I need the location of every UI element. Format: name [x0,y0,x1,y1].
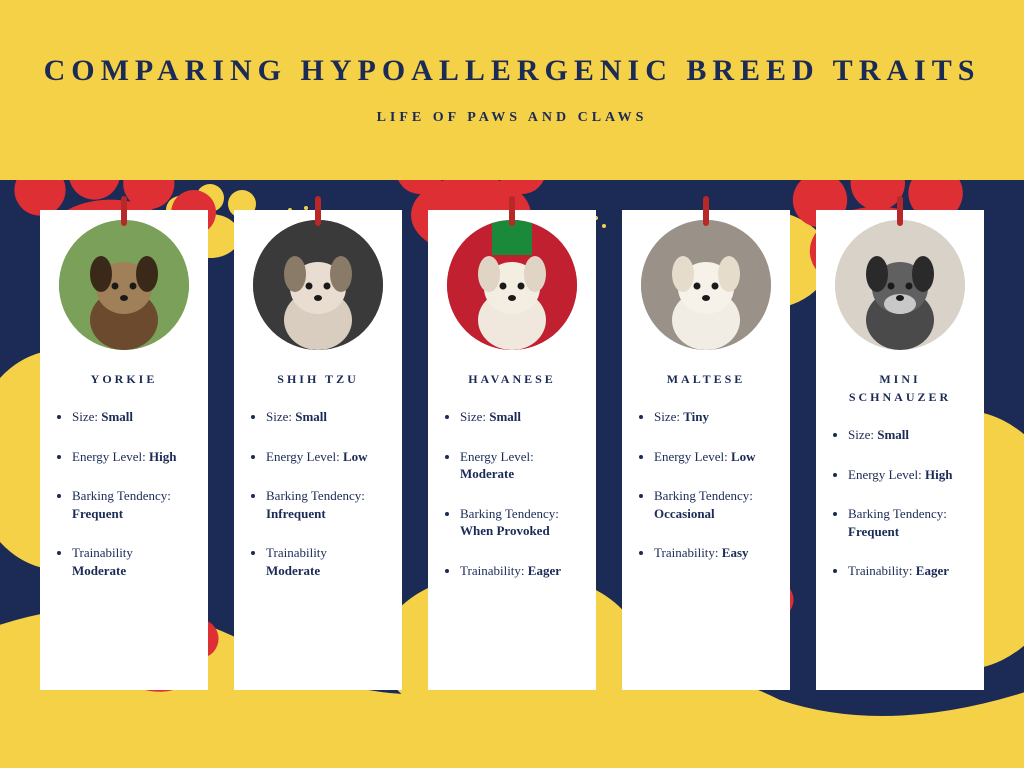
trait-list: Size: Small Energy Level: High Barking Ten… [830,426,970,580]
trait-value: Eager [528,563,561,578]
trait-item: Size: Small [72,408,194,426]
trait-label: Trainability [72,545,133,560]
trait-value: Small [489,409,521,424]
footer-band [0,720,1024,768]
trait-value: Small [295,409,327,424]
trait-item: Size: Small [266,408,388,426]
trait-value: Moderate [460,466,514,481]
trait-value: Infrequent [266,506,326,521]
trait-label: Size: [460,409,489,424]
trait-value: Low [731,449,756,464]
trait-item: Barking Tendency: When Provoked [460,505,582,540]
trait-item: Energy Level: High [848,466,970,484]
trait-label: Barking Tendency: [266,488,365,503]
breed-name: MALTESE [636,370,776,388]
trait-label: Barking Tendency: [654,488,753,503]
breed-card: SHIH TZU Size: Small Energy Level: Low Bark… [234,210,402,690]
trait-list: Size: Tiny Energy Level: Low Barking Tende… [636,408,776,562]
trait-label: Energy Level: [654,449,731,464]
trait-label: Barking Tendency: [848,506,947,521]
trait-value: Occasional [654,506,715,521]
trait-value: Small [101,409,133,424]
trait-item: Trainability Moderate [266,544,388,579]
trait-label: Barking Tendency: [460,506,559,521]
card-pin [509,196,515,226]
trait-item: Trainability: Easy [654,544,776,562]
dog-image [447,220,577,350]
trait-item: Barking Tendency: Infrequent [266,487,388,522]
breed-card: MINI SCHNAUZER Size: Small Energy Level: H… [816,210,984,690]
dog-image [641,220,771,350]
trait-label: Size: [266,409,295,424]
trait-value: Low [343,449,368,464]
trait-value: Tiny [683,409,709,424]
trait-value: Frequent [848,524,899,539]
trait-label: Trainability [266,545,327,560]
trait-item: Size: Small [848,426,970,444]
trait-item: Energy Level: High [72,448,194,466]
trait-label: Energy Level: [848,467,925,482]
trait-label: Size: [72,409,101,424]
page-title: COMPARING HYPOALLERGENIC BREED TRAITS [44,54,981,88]
trait-value: Easy [722,545,749,560]
trait-label: Barking Tendency: [72,488,171,503]
page-subtitle: LIFE OF PAWS AND CLAWS [377,110,648,126]
trait-item: Energy Level: Low [266,448,388,466]
trait-label: Energy Level: [266,449,343,464]
trait-item: Trainability Moderate [72,544,194,579]
breed-name: YORKIE [54,370,194,388]
breed-card: YORKIE Size: Small Energy Level: High Barki… [40,210,208,690]
trait-label: Trainability: [848,563,916,578]
card-pin [703,196,709,226]
dog-image [253,220,383,350]
trait-value: High [149,449,176,464]
breed-card: HAVANESE Size: Small Energy Level: Moderat… [428,210,596,690]
breed-name: SHIH TZU [248,370,388,388]
trait-value: High [925,467,952,482]
trait-value: Moderate [266,563,320,578]
trait-list: Size: Small Energy Level: Low Barking Tend… [248,408,388,579]
breed-card: MALTESE Size: Tiny Energy Level: Low Barkin… [622,210,790,690]
trait-value: Frequent [72,506,123,521]
trait-label: Trainability: [460,563,528,578]
trait-item: Barking Tendency: Frequent [848,505,970,540]
trait-item: Energy Level: Moderate [460,448,582,483]
trait-item: Trainability: Eager [848,562,970,580]
trait-item: Trainability: Eager [460,562,582,580]
card-row: YORKIE Size: Small Energy Level: High Barki… [0,210,1024,690]
trait-label: Energy Level: [460,449,534,464]
infographic-page: COMPARING HYPOALLERGENIC BREED TRAITS LI… [0,0,1024,768]
trait-item: Energy Level: Low [654,448,776,466]
trait-label: Size: [654,409,683,424]
trait-value: Small [877,427,909,442]
breed-name: HAVANESE [442,370,582,388]
trait-value: Moderate [72,563,126,578]
trait-label: Energy Level: [72,449,149,464]
trait-item: Size: Small [460,408,582,426]
header-band: COMPARING HYPOALLERGENIC BREED TRAITS LI… [0,0,1024,180]
dog-image [835,220,965,350]
trait-list: Size: Small Energy Level: High Barking Ten… [54,408,194,579]
trait-list: Size: Small Energy Level: Moderate Barking… [442,408,582,579]
card-pin [121,196,127,226]
trait-value: Eager [916,563,949,578]
card-pin [315,196,321,226]
trait-item: Barking Tendency: Occasional [654,487,776,522]
trait-value: When Provoked [460,523,550,538]
breed-name: MINI SCHNAUZER [830,370,970,406]
trait-item: Barking Tendency: Frequent [72,487,194,522]
card-pin [897,196,903,226]
trait-label: Trainability: [654,545,722,560]
trait-item: Size: Tiny [654,408,776,426]
trait-label: Size: [848,427,877,442]
dog-image [59,220,189,350]
